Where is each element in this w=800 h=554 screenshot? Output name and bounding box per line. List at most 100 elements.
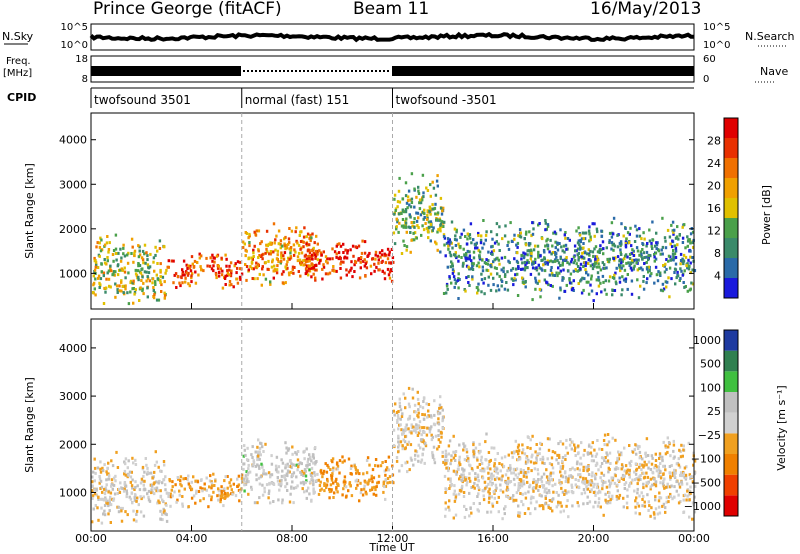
echo-cell	[624, 240, 628, 244]
echo-cell	[308, 269, 312, 273]
echo-cell	[484, 238, 487, 242]
echo-cell	[607, 260, 611, 264]
echo-cell	[531, 221, 534, 225]
echo-cell	[134, 288, 137, 292]
echo-cell	[100, 262, 103, 266]
echo-cell	[627, 261, 630, 265]
echo-cell	[165, 268, 168, 272]
echo-cell	[344, 480, 347, 484]
echo-cell	[686, 494, 689, 498]
echo-cell	[186, 267, 189, 270]
echo-cell	[561, 490, 565, 494]
echo-cell	[494, 470, 498, 474]
echo-cell	[327, 465, 330, 469]
echo-cell	[334, 479, 337, 483]
echo-cell	[647, 509, 650, 512]
echo-cell	[486, 466, 489, 470]
echo-cell	[531, 453, 534, 457]
echo-cell	[645, 463, 648, 467]
echo-cell	[632, 254, 635, 257]
echo-cell	[518, 457, 522, 461]
echo-cell	[498, 262, 501, 266]
echo-cell	[659, 481, 662, 485]
echo-cell	[479, 458, 483, 462]
echo-cell	[576, 452, 580, 456]
echo-cell	[607, 495, 611, 499]
echo-cell	[330, 476, 333, 480]
echo-cell	[587, 258, 590, 262]
echo-cell	[506, 288, 510, 292]
echo-cell	[260, 283, 263, 287]
echo-cell	[519, 470, 523, 474]
echo-cell	[495, 233, 499, 237]
echo-cell	[248, 232, 251, 236]
echo-cell	[93, 259, 96, 263]
echo-cell	[453, 278, 457, 282]
echo-cell	[284, 463, 287, 467]
echo-cell	[124, 484, 128, 488]
echo-cell	[429, 414, 433, 418]
echo-cell	[432, 445, 436, 449]
echo-cell	[554, 240, 557, 244]
echo-cell	[99, 460, 102, 464]
echo-cell	[96, 266, 100, 269]
echo-cell	[575, 229, 578, 233]
echo-cell	[535, 266, 538, 270]
echo-cell	[474, 446, 478, 450]
echo-cell	[563, 493, 566, 496]
echo-cell	[256, 265, 259, 269]
echo-cell	[608, 485, 611, 489]
echo-cell	[545, 481, 548, 485]
echo-cell	[135, 499, 138, 503]
echo-cell	[559, 510, 562, 514]
echo-cell	[565, 247, 568, 251]
echo-cell	[409, 250, 412, 254]
echo-cell	[115, 450, 118, 454]
echo-cell	[306, 466, 309, 470]
echo-cell	[600, 248, 603, 252]
echo-cell	[493, 266, 497, 270]
echo-cell	[356, 483, 359, 487]
echo-cell	[674, 249, 678, 253]
echo-cell	[339, 276, 343, 280]
echo-cell	[607, 279, 611, 283]
echo-cell	[403, 244, 406, 247]
echo-cell	[655, 243, 659, 247]
colorbar-tick-label: −500	[691, 476, 721, 489]
echo-cell	[683, 493, 687, 497]
echo-cell	[201, 489, 204, 493]
echo-cell	[462, 491, 466, 494]
echo-cell	[609, 498, 612, 502]
echo-cell	[481, 258, 484, 262]
echo-cell	[679, 455, 683, 459]
x-tick-label: 00:00	[678, 532, 710, 545]
echo-cell	[292, 271, 295, 275]
echo-cell	[257, 229, 261, 233]
echo-cell	[277, 260, 280, 264]
echo-cell	[423, 461, 426, 465]
echo-cell	[451, 268, 455, 272]
echo-cell	[134, 485, 137, 489]
echo-cell	[262, 472, 265, 476]
echo-cell	[271, 260, 274, 264]
echo-cell	[640, 491, 643, 495]
echo-cell	[220, 485, 223, 489]
echo-cell	[436, 174, 439, 178]
echo-cell	[299, 240, 303, 243]
echo-cell	[429, 239, 432, 243]
echo-cell	[647, 466, 650, 470]
echo-cell	[242, 454, 245, 458]
echo-cell	[535, 443, 538, 446]
echo-cell	[243, 242, 246, 246]
echo-cell	[578, 243, 581, 247]
echo-cell	[498, 462, 501, 465]
echo-cell	[125, 495, 128, 499]
echo-cell	[186, 477, 189, 481]
echo-cell	[551, 466, 555, 470]
echo-cell	[437, 445, 441, 449]
echo-cell	[613, 481, 617, 485]
echo-cell	[486, 269, 490, 272]
echo-cell	[550, 266, 553, 269]
echo-cell	[256, 463, 259, 467]
echo-cell	[554, 482, 557, 486]
